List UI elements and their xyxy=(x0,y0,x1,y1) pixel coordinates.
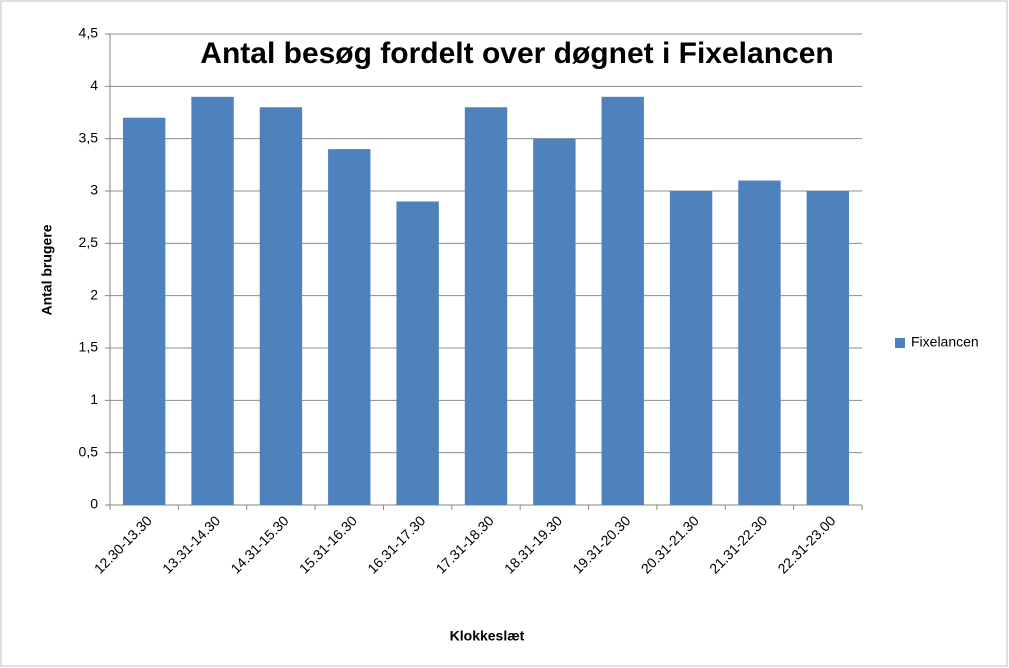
y-tick-label: 3 xyxy=(90,182,98,198)
bar xyxy=(122,117,166,505)
y-tick-label: 1,5 xyxy=(79,339,99,355)
chart-title: Antal besøg fordelt over døgnet i Fixela… xyxy=(200,37,833,70)
bar xyxy=(191,96,234,506)
y-tick-label: 2,5 xyxy=(79,234,99,250)
y-tick-label: 1 xyxy=(90,391,98,407)
y-tick-label: 0,5 xyxy=(79,443,99,459)
bar xyxy=(669,191,713,505)
x-axis-label: Klokkeslæt xyxy=(450,628,525,644)
bar xyxy=(601,96,644,506)
y-axis-label: Antal brugere xyxy=(39,224,55,315)
y-tick-label: 4,5 xyxy=(79,25,99,41)
bar xyxy=(533,138,576,505)
legend-swatch xyxy=(895,338,905,348)
bar xyxy=(806,191,850,505)
y-tick-label: 0 xyxy=(90,496,98,512)
bar xyxy=(464,107,508,506)
bar xyxy=(396,201,439,505)
y-tick-label: 2 xyxy=(90,286,98,302)
bar xyxy=(328,149,371,505)
legend-label: Fixelancen xyxy=(911,334,979,350)
bar xyxy=(738,180,781,506)
y-tick-label: 4 xyxy=(90,77,98,93)
y-tick-label: 3,5 xyxy=(79,129,99,145)
bar xyxy=(259,107,303,506)
